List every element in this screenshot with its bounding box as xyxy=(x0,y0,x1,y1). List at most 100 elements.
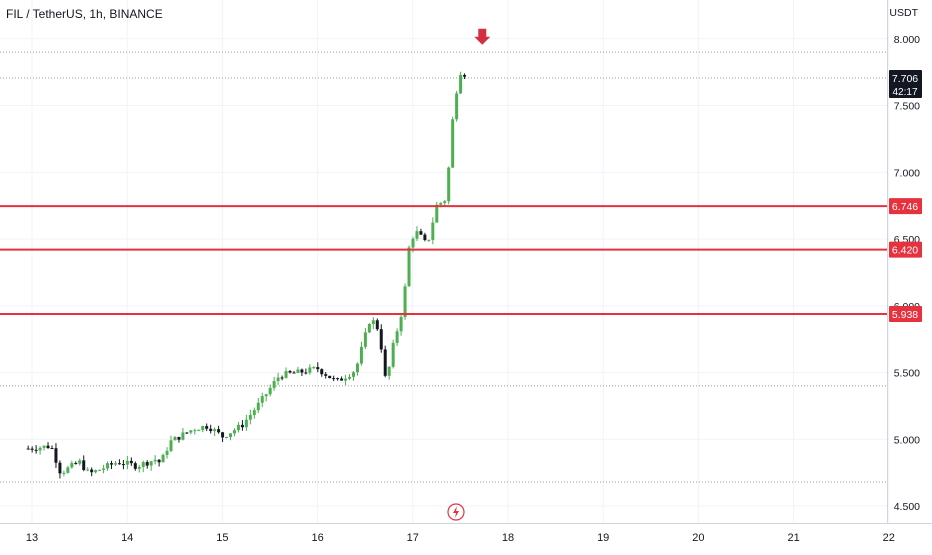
candle xyxy=(375,318,379,331)
candle-body xyxy=(423,234,427,241)
x-tick-label: 15 xyxy=(216,532,228,544)
candle-body xyxy=(58,462,62,474)
candle-body xyxy=(232,430,236,434)
candle xyxy=(205,423,209,431)
candle-body xyxy=(197,430,201,432)
x-tick-label: 20 xyxy=(692,532,704,544)
candle xyxy=(268,384,272,397)
candle xyxy=(34,445,38,454)
candle xyxy=(225,436,229,439)
candle xyxy=(58,460,62,479)
candle xyxy=(328,375,332,379)
candle-body xyxy=(129,460,133,464)
grid xyxy=(0,0,890,523)
candle-body xyxy=(399,316,403,332)
candle xyxy=(232,428,236,437)
candle xyxy=(340,376,344,381)
candle xyxy=(102,464,106,474)
candle-body xyxy=(379,329,383,350)
candle xyxy=(177,436,181,443)
candle-body xyxy=(54,448,58,463)
candle-body xyxy=(272,381,276,388)
candle xyxy=(395,328,399,346)
candle-body xyxy=(403,286,407,317)
lightning-icon[interactable] xyxy=(447,503,465,521)
candle-body xyxy=(185,432,189,434)
candle xyxy=(451,116,455,169)
candle xyxy=(348,373,352,381)
candle xyxy=(264,393,268,402)
price-tag-label: 5.938 xyxy=(892,309,918,321)
candle-body xyxy=(161,454,165,463)
candle-body xyxy=(455,93,459,120)
candle xyxy=(367,322,371,334)
candle-body xyxy=(348,376,352,379)
candle xyxy=(86,467,90,472)
candle-body xyxy=(26,448,30,450)
candle-body xyxy=(367,324,371,333)
candle-body xyxy=(106,463,110,469)
candle-body xyxy=(459,75,463,94)
candle-body xyxy=(165,450,169,455)
candle xyxy=(248,409,252,425)
candle xyxy=(316,362,320,373)
candle xyxy=(427,239,431,242)
price-tag-resistance xyxy=(889,198,922,215)
candle xyxy=(113,460,117,466)
candle-body xyxy=(169,440,173,451)
candle xyxy=(117,459,121,465)
candle xyxy=(415,226,419,242)
candle-body xyxy=(133,463,137,469)
candle-body xyxy=(225,437,229,439)
candle xyxy=(129,457,133,467)
y-tick-label: 8.000 xyxy=(894,34,920,46)
candle xyxy=(153,455,157,465)
candle-body xyxy=(193,430,197,432)
candle-body xyxy=(328,375,332,379)
candle-body xyxy=(320,369,324,375)
candle-body xyxy=(336,378,340,380)
candle xyxy=(256,397,260,414)
candle-body xyxy=(189,430,193,433)
candle xyxy=(332,375,336,382)
candle xyxy=(106,461,110,471)
candle-body xyxy=(82,460,86,470)
candle xyxy=(181,427,185,441)
candle xyxy=(344,374,348,386)
candle xyxy=(280,375,284,381)
candle xyxy=(296,366,300,374)
candle-body xyxy=(359,346,363,364)
candle-body xyxy=(324,374,328,376)
candle-body xyxy=(78,460,82,464)
candle-body xyxy=(332,378,336,380)
candle-body xyxy=(137,466,141,469)
candle-body xyxy=(34,449,38,451)
candle xyxy=(193,428,197,435)
candle-body xyxy=(451,119,455,168)
candle xyxy=(157,459,161,467)
candle-body xyxy=(252,410,256,415)
candle-body xyxy=(30,448,34,450)
candle-body xyxy=(288,370,292,373)
candle xyxy=(30,446,34,453)
y-tick-label: 7.500 xyxy=(894,101,920,113)
down-arrow-marker xyxy=(474,28,491,45)
candle-body xyxy=(46,445,50,449)
candle-body xyxy=(371,320,375,325)
candle-body xyxy=(213,429,217,432)
candle xyxy=(260,392,264,408)
candle-body xyxy=(407,247,411,287)
candle-body xyxy=(145,462,149,466)
candle-body xyxy=(217,429,221,433)
candle xyxy=(463,73,467,80)
candle-body xyxy=(42,445,46,448)
candle-body xyxy=(415,231,419,239)
candle-body xyxy=(201,426,205,431)
candle xyxy=(387,366,391,380)
candle-body xyxy=(66,467,70,473)
candle xyxy=(276,372,280,385)
candle xyxy=(141,460,145,473)
x-tick-label: 21 xyxy=(787,532,799,544)
